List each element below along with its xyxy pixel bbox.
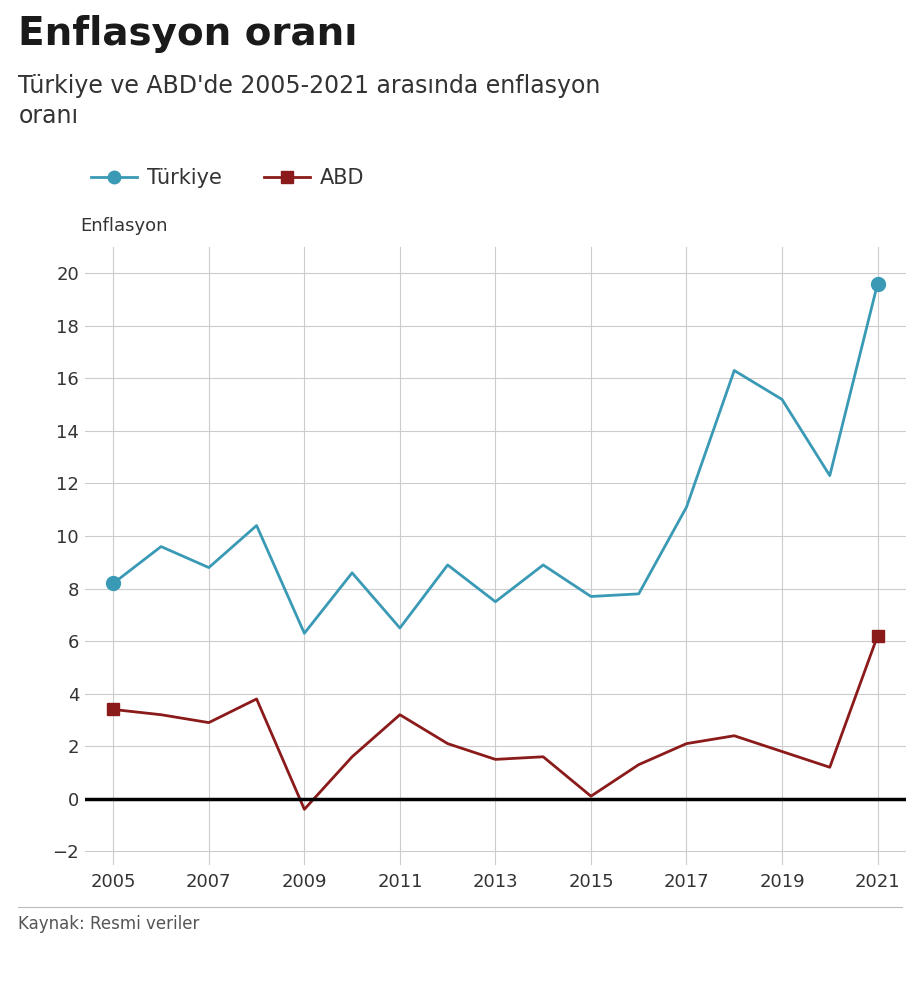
- Text: Enflasyon: Enflasyon: [80, 217, 167, 235]
- Text: Enflasyon oranı: Enflasyon oranı: [18, 15, 357, 52]
- Legend: Türkiye, ABD: Türkiye, ABD: [91, 168, 364, 188]
- Text: B: B: [810, 929, 823, 947]
- Text: Kaynak: Resmi veriler: Kaynak: Resmi veriler: [18, 915, 199, 933]
- Text: Türkiye ve ABD'de 2005-2021 arasında enflasyon
oranı: Türkiye ve ABD'de 2005-2021 arasında enf…: [18, 74, 600, 127]
- Text: C: C: [865, 929, 879, 947]
- Text: B: B: [754, 929, 768, 947]
